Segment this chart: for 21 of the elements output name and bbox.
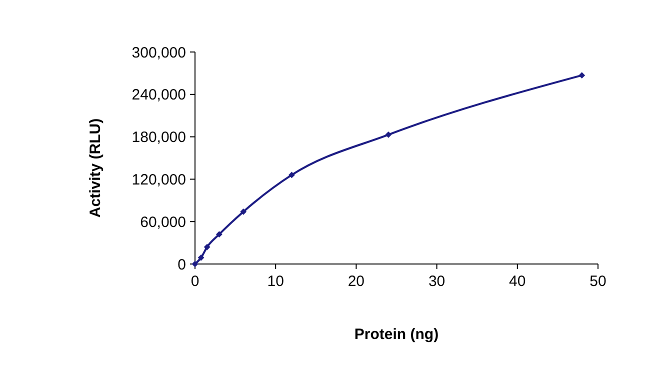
- point: [198, 254, 204, 261]
- point: [385, 131, 392, 138]
- x-tick-label: 0: [190, 273, 200, 290]
- y-axis-title: Activity (RLU): [87, 118, 104, 218]
- x-tick-label: 40: [509, 273, 526, 290]
- point: [204, 244, 210, 250]
- y-tick-label: 240,000: [132, 86, 186, 104]
- point: [240, 208, 247, 215]
- y-tick-label: 60,000: [140, 214, 186, 231]
- x-tick-label: 50: [590, 273, 606, 290]
- x-axis-title: Protein (ng): [354, 326, 439, 343]
- point: [216, 231, 222, 238]
- y-tick-label: 120,000: [132, 171, 186, 188]
- x-tick-label: 20: [348, 273, 365, 290]
- x-tick-label: 10: [267, 273, 284, 290]
- y-tick-label: 180,000: [132, 129, 186, 146]
- x-tick-label: 30: [428, 273, 446, 290]
- y-tick-label: 300,000: [132, 44, 186, 62]
- y-tick-label: 0: [178, 256, 186, 274]
- point: [288, 172, 295, 178]
- point: [578, 72, 586, 79]
